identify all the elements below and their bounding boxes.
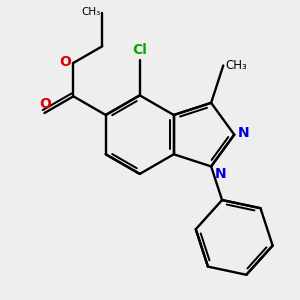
Text: Cl: Cl (132, 43, 147, 57)
Text: O: O (59, 55, 71, 69)
Text: CH₃: CH₃ (225, 59, 247, 72)
Text: N: N (214, 167, 226, 181)
Text: O: O (40, 97, 51, 111)
Text: N: N (238, 126, 249, 140)
Text: CH₃: CH₃ (81, 7, 101, 17)
